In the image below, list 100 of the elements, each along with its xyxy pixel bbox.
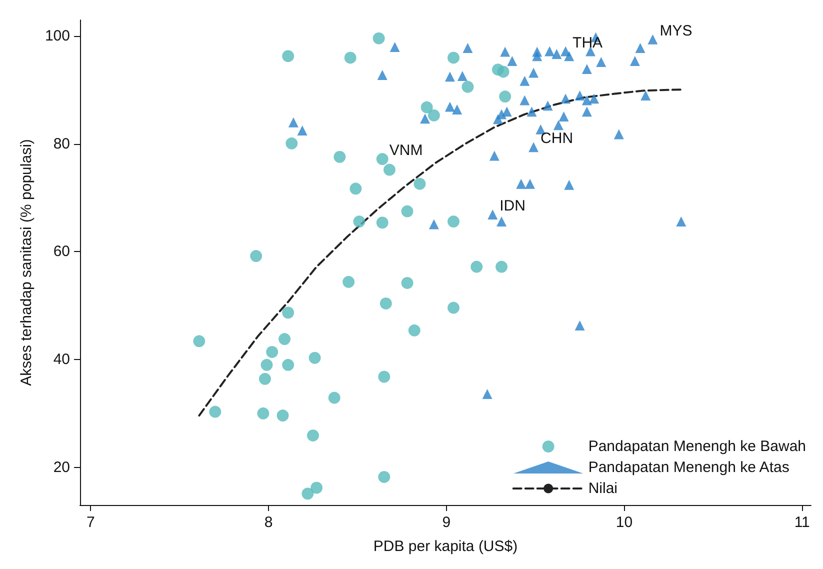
point [574, 320, 585, 331]
point [257, 407, 270, 420]
point [444, 72, 455, 82]
point [444, 102, 455, 112]
x-tick-label: 9 [442, 514, 451, 531]
point [499, 90, 512, 103]
y-tick-label: 60 [53, 243, 70, 260]
legend-label: Nilai [588, 480, 618, 497]
point [328, 392, 340, 404]
point [564, 180, 574, 190]
point [414, 178, 426, 190]
point [574, 90, 585, 100]
x-tick-label: 11 [794, 514, 810, 531]
point [353, 216, 366, 228]
point [596, 57, 606, 68]
x-tick-label: 8 [264, 514, 273, 531]
point [260, 358, 273, 371]
point [520, 95, 530, 106]
point [496, 260, 508, 273]
y-axis-title: Akses terhadap sanitasi (% populasi) [18, 139, 36, 386]
point [350, 182, 362, 195]
point [560, 94, 571, 104]
point [564, 51, 574, 62]
point [528, 68, 539, 78]
point [524, 178, 535, 189]
point [209, 406, 222, 418]
point [377, 70, 388, 80]
point [420, 101, 433, 114]
point [635, 43, 646, 54]
point [307, 429, 319, 442]
point [488, 210, 498, 220]
point [496, 216, 507, 227]
point [308, 352, 321, 364]
point [640, 90, 651, 100]
point [376, 216, 388, 229]
point [489, 150, 500, 161]
point [648, 34, 658, 44]
legend-label: Pandapatan Menengh ke Atas [588, 459, 790, 476]
point [516, 178, 526, 189]
point [258, 372, 271, 385]
x-tick-label: 10 [616, 514, 633, 531]
point [428, 219, 439, 230]
point [614, 129, 624, 140]
point [542, 100, 553, 111]
point [582, 95, 592, 106]
point [536, 124, 546, 134]
point [193, 335, 206, 348]
point [448, 302, 460, 314]
point [520, 76, 530, 86]
point [288, 117, 298, 128]
line-series [198, 88, 684, 417]
point [420, 114, 430, 124]
point [582, 64, 592, 74]
point [383, 164, 396, 176]
point [500, 46, 510, 57]
point [462, 80, 474, 93]
point [380, 297, 392, 310]
point [532, 51, 542, 62]
point [589, 94, 600, 104]
point [342, 276, 355, 288]
point [401, 276, 414, 289]
point [378, 470, 390, 483]
point [278, 333, 291, 346]
point [448, 216, 460, 228]
point [582, 106, 592, 117]
point [266, 346, 278, 358]
point [558, 111, 569, 122]
legend-label: Pandapatan Menengh ke Bawah [588, 438, 806, 455]
point [428, 109, 440, 122]
annotation: VNM [389, 142, 423, 160]
point [297, 125, 308, 136]
point [497, 66, 510, 78]
y-tick-label: 40 [53, 351, 70, 368]
point [552, 48, 562, 59]
annotation: THA [572, 34, 603, 52]
point [372, 32, 385, 44]
point [282, 306, 294, 319]
point [276, 410, 289, 422]
point [452, 104, 462, 114]
point [376, 153, 388, 166]
point [378, 370, 390, 383]
point [448, 52, 460, 64]
point [250, 250, 262, 262]
point [344, 52, 356, 64]
point [282, 358, 294, 371]
point [457, 71, 468, 82]
point [544, 46, 555, 56]
point [492, 114, 503, 124]
point [462, 43, 473, 54]
point [528, 142, 539, 152]
point [553, 120, 564, 130]
point [282, 50, 294, 62]
point [482, 388, 492, 399]
annotation: MYS [660, 22, 692, 40]
y-tick-label: 80 [53, 135, 70, 152]
point [526, 106, 537, 117]
x-tick-label: 7 [86, 514, 95, 531]
point [401, 205, 414, 218]
point [334, 150, 346, 163]
point [408, 324, 420, 336]
